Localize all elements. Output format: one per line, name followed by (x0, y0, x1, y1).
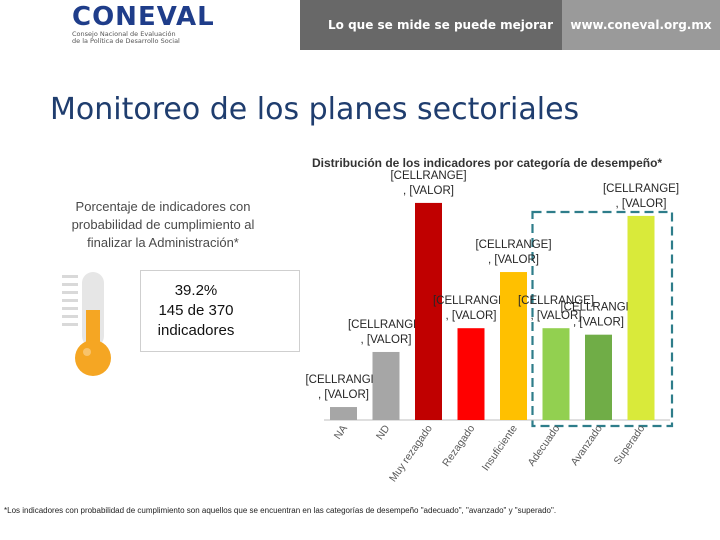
data-label: [CELLRANGE], [VALOR] (348, 319, 424, 346)
logo-subtitle: Consejo Nacional de Evaluación de la Pol… (72, 31, 180, 45)
x-tick-label: Muy rezagado (387, 423, 435, 485)
bar-na[interactable] (330, 407, 357, 420)
data-label: [CELLRANGE], [VALOR] (305, 374, 381, 401)
left-caption-line2: probabilidad de cumplimiento al (71, 217, 255, 232)
data-label: [CELLRANGE], [VALOR] (475, 239, 551, 266)
stat-percentage: 39.2% (174, 282, 218, 299)
bar-insuficiente[interactable] (500, 272, 527, 420)
page-title: Monitoreo de los planes sectoriales (50, 92, 580, 127)
x-tick-label: Rezagado (440, 423, 477, 469)
highlight-box (531, 210, 674, 428)
data-label: [CELLRANGE], [VALOR] (560, 302, 636, 329)
x-tick-label: Adecuado (525, 423, 562, 469)
logo-subtitle-line1: Consejo Nacional de Evaluación (72, 30, 176, 38)
left-caption-line3: finalizar la Administración* (87, 235, 239, 250)
website-area: www.coneval.org.mx (562, 0, 720, 50)
tagline: Lo que se mide se puede mejorar (328, 18, 554, 32)
data-label: [CELLRANGE], [VALOR] (433, 295, 509, 322)
stat-count: 145 de 370 (158, 302, 234, 319)
logo-subtitle-line2: de la Política de Desarrollo Social (72, 37, 180, 45)
thermometer-icon (62, 272, 111, 376)
website-link[interactable]: www.coneval.org.mx (570, 18, 712, 32)
left-caption-line1: Porcentaje de indicadores con (75, 199, 251, 214)
x-tick-label: Superado (612, 423, 648, 467)
header-bar: CONEVAL Consejo Nacional de Evaluación d… (0, 0, 720, 50)
bar-muy-rezagado[interactable] (415, 202, 442, 420)
left-caption: Porcentaje de indicadores con probabilid… (48, 198, 278, 252)
logo-area: CONEVAL Consejo Nacional de Evaluación d… (0, 0, 300, 50)
bar-superado[interactable] (627, 215, 655, 420)
x-tick-label: ND (374, 423, 393, 443)
bar-rezagado[interactable] (457, 328, 485, 420)
stat-box (140, 270, 300, 352)
bar-avanzado[interactable] (585, 334, 612, 420)
bar-adecuado[interactable] (542, 328, 570, 420)
x-tick-label: Insuficiente (480, 423, 520, 474)
x-tick-label: Avanzado (568, 423, 605, 468)
stat-unit: indicadores (157, 322, 235, 339)
data-label: [CELLRANGE], [VALOR] (603, 183, 679, 210)
footnote: *Los indicadores con probabilidad de cum… (4, 506, 557, 515)
bar-nd[interactable] (372, 351, 400, 420)
tagline-area: Lo que se mide se puede mejorar (300, 0, 562, 50)
chart-title: Distribución de los indicadores por cate… (312, 156, 663, 170)
data-label: [CELLRANGE], [VALOR] (518, 295, 594, 322)
coneval-logo[interactable]: CONEVAL (72, 2, 215, 32)
data-label: [CELLRANGE], [VALOR] (390, 170, 466, 197)
stat-text: 39.2% 145 de 370 indicadores (140, 281, 252, 341)
x-tick-label: NA (332, 423, 350, 442)
